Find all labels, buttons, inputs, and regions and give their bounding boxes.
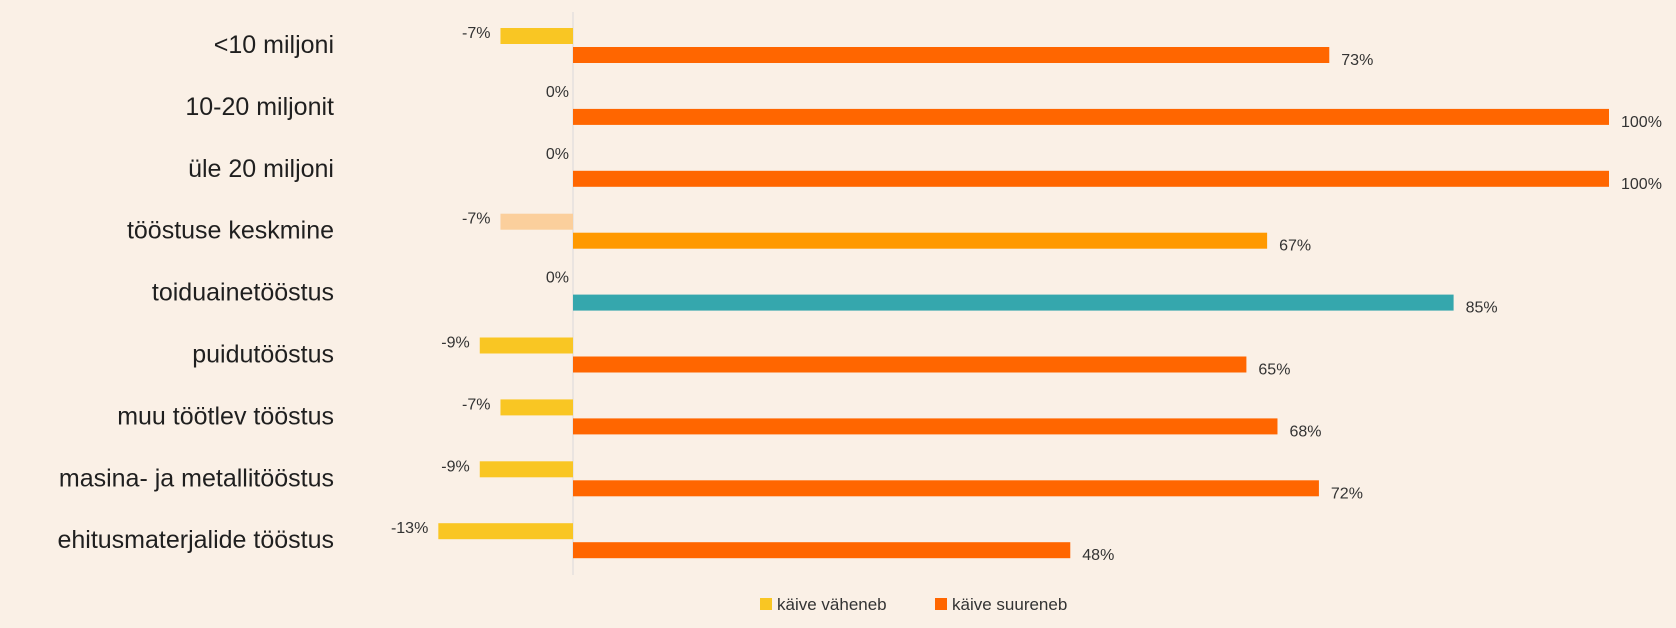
- data-label-decrease: -13%: [391, 520, 428, 537]
- bar-decrease: [479, 337, 573, 354]
- data-label-increase: 67%: [1279, 238, 1311, 255]
- bar-decrease: [479, 461, 573, 478]
- category-label: üle 20 miljoni: [188, 155, 334, 183]
- data-label-increase: 100%: [1621, 176, 1662, 193]
- bar-increase: [573, 480, 1319, 497]
- bar-increase: [573, 47, 1330, 63]
- bar-decrease: [500, 399, 573, 416]
- data-label-increase: 73%: [1341, 52, 1373, 69]
- category-label: tööstuse keskmine: [127, 217, 334, 245]
- data-label-increase: 85%: [1466, 300, 1498, 317]
- category-label: 10-20 miljonit: [185, 93, 334, 121]
- data-label-decrease: 0%: [546, 84, 569, 101]
- data-label-decrease: -7%: [462, 396, 490, 413]
- bar-increase: [573, 294, 1454, 311]
- data-label-decrease: -7%: [462, 25, 490, 42]
- data-label-increase: 100%: [1621, 114, 1662, 131]
- bar-decrease: [438, 523, 573, 540]
- bar-increase: [573, 418, 1278, 435]
- bar-decrease: [500, 213, 573, 230]
- data-label-decrease: -9%: [441, 335, 469, 352]
- legend-swatch-decrease: [760, 598, 772, 610]
- data-label-increase: 48%: [1082, 547, 1114, 564]
- data-label-increase: 68%: [1289, 423, 1321, 440]
- bar-increase: [573, 108, 1609, 125]
- data-label-increase: 72%: [1331, 485, 1363, 502]
- data-label-decrease: -7%: [462, 211, 490, 228]
- data-label-increase: 65%: [1258, 362, 1290, 379]
- bar-increase: [573, 356, 1247, 373]
- category-label: <10 miljoni: [214, 31, 334, 59]
- data-label-decrease: 0%: [546, 146, 569, 163]
- bar-increase: [573, 542, 1071, 559]
- data-label-decrease: 0%: [546, 270, 569, 287]
- category-label: puidutööstus: [192, 341, 334, 369]
- bar-increase: [573, 170, 1609, 187]
- legend-label-increase: käive suureneb: [952, 595, 1067, 614]
- data-label-decrease: -9%: [441, 458, 469, 475]
- bar-increase: [573, 232, 1268, 249]
- category-label: ehitusmaterjalide tööstus: [57, 526, 334, 554]
- legend-swatch-increase: [935, 598, 947, 610]
- category-label: muu töötlev tööstus: [117, 402, 334, 430]
- category-label: masina- ja metallitööstus: [59, 464, 334, 492]
- category-label: toiduainetööstus: [152, 279, 334, 307]
- legend-label-decrease: käive väheneb: [777, 595, 887, 614]
- bar-decrease: [500, 28, 573, 44]
